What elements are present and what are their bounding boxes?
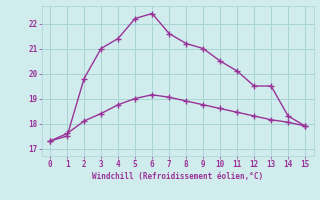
X-axis label: Windchill (Refroidissement éolien,°C): Windchill (Refroidissement éolien,°C) (92, 172, 263, 181)
